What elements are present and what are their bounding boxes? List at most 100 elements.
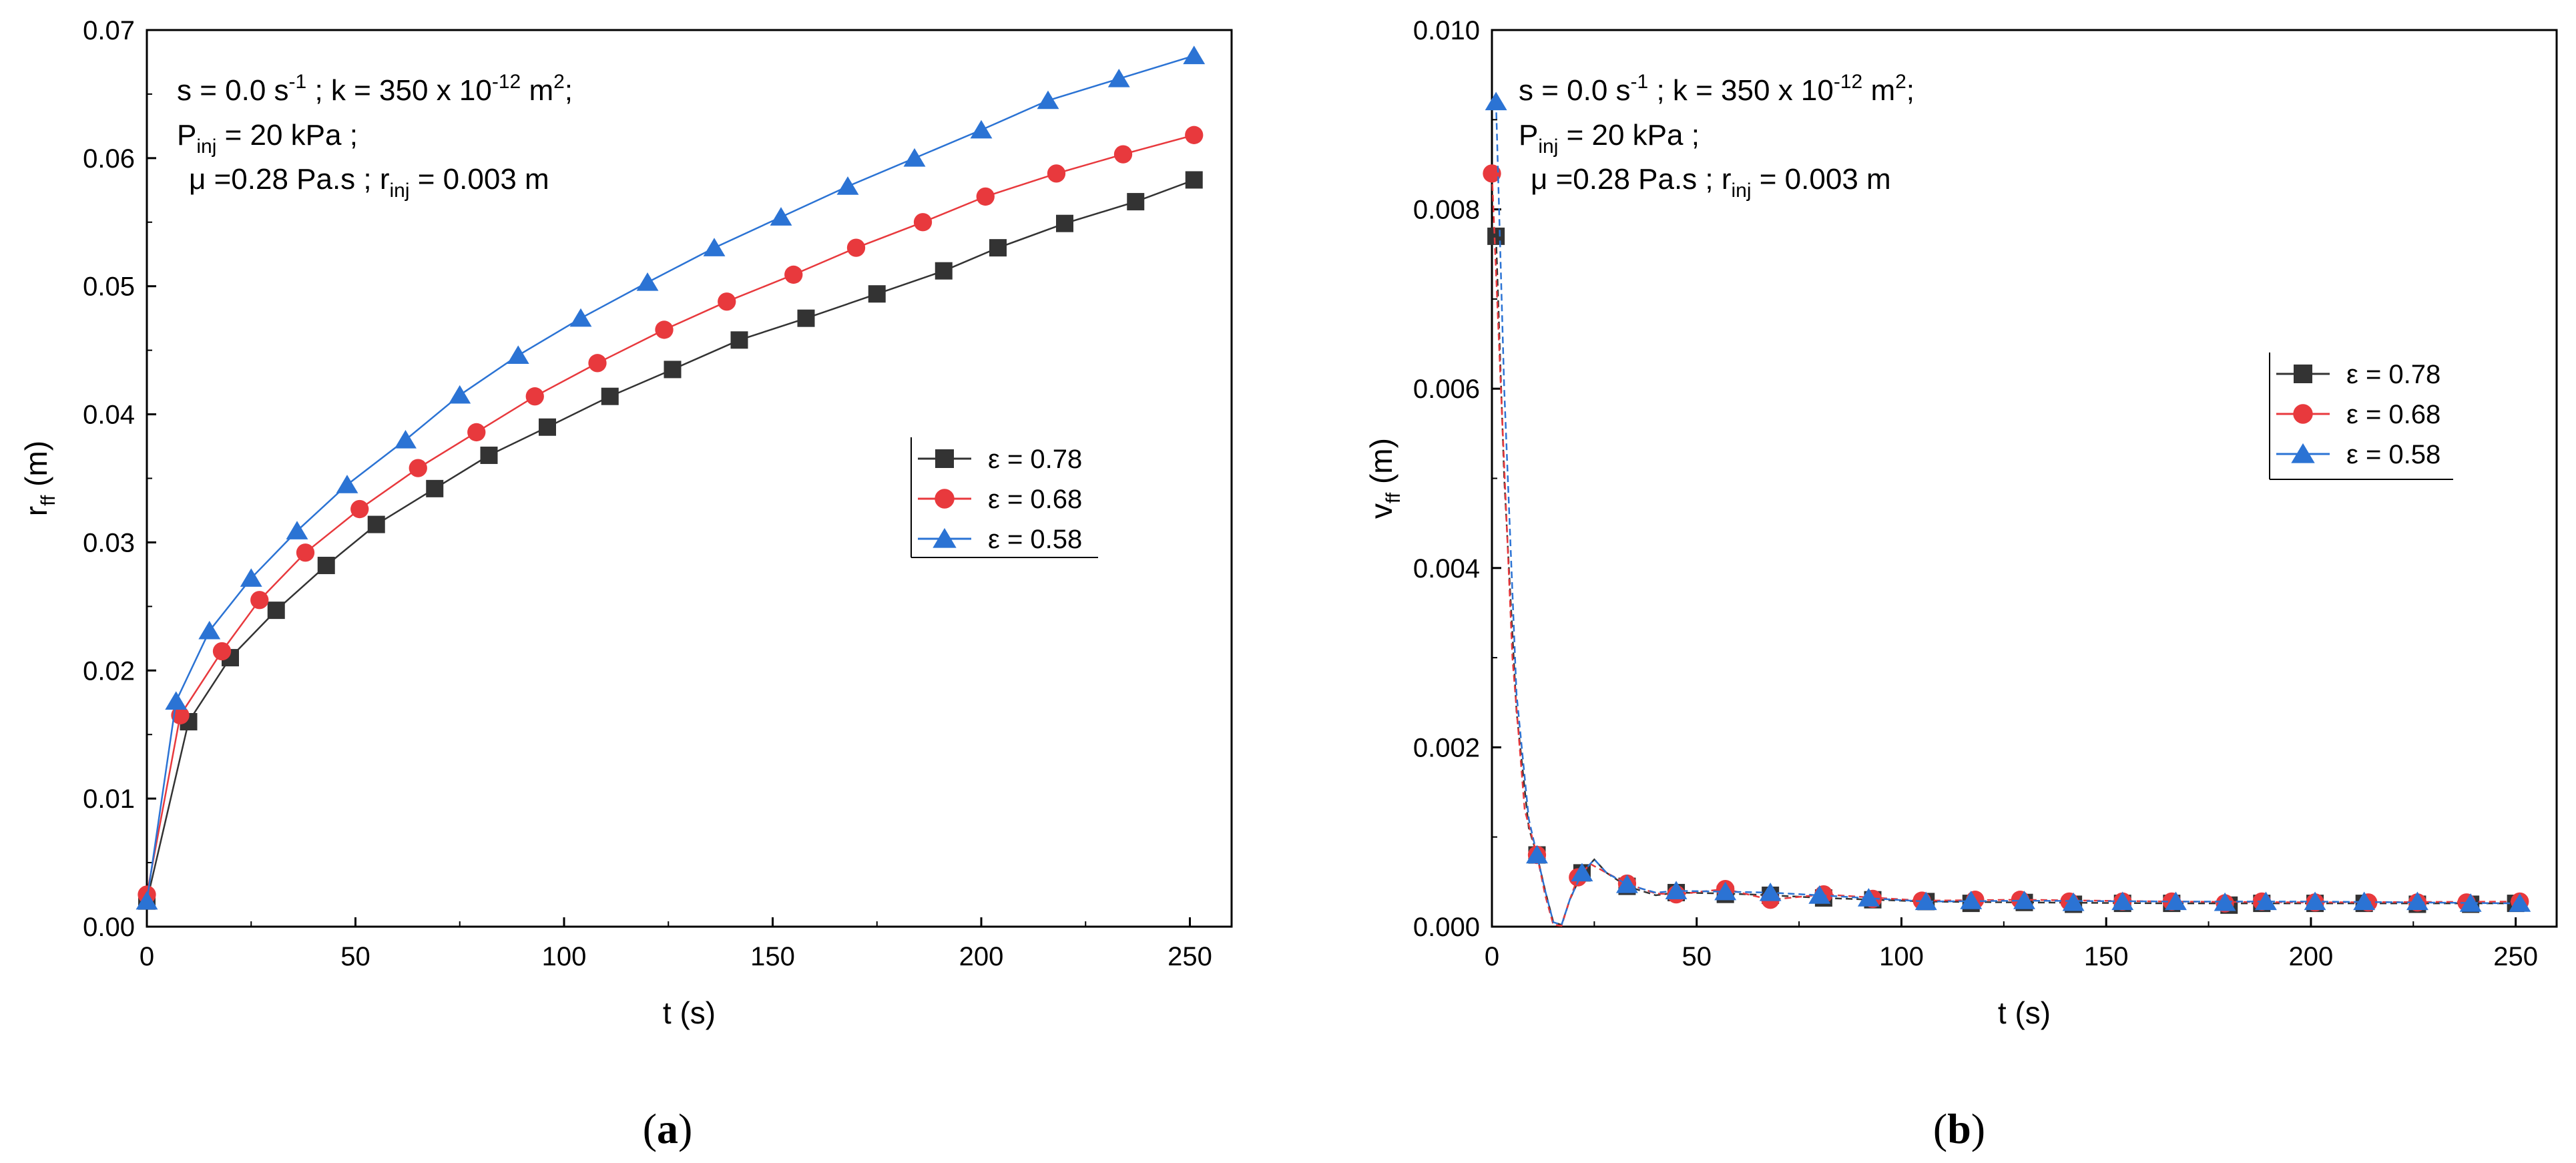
data-point: [395, 429, 417, 449]
x-tick-label: 250: [2493, 942, 2538, 971]
x-tick-label: 200: [959, 942, 1004, 971]
data-point: [846, 238, 866, 257]
y-tick-label: 0.06: [83, 144, 135, 174]
data-point: [730, 331, 748, 349]
y-tick-label: 0.07: [83, 16, 135, 45]
data-point: [1808, 885, 1831, 904]
data-point: [664, 361, 682, 379]
data-point: [976, 187, 995, 206]
subfigure-label: (a): [643, 1105, 693, 1152]
data-point: [989, 239, 1007, 257]
data-point: [1113, 145, 1133, 164]
y-tick-label: 0.05: [83, 272, 135, 302]
data-point: [507, 345, 529, 365]
legend: ε = 0.78 ε = 0.68 ε = 0.58: [2269, 353, 2453, 480]
legend-label: ε = 0.68: [988, 485, 1082, 514]
data-point: [336, 475, 358, 493]
series-2: [136, 45, 1206, 910]
y-tick-label: 0.02: [83, 656, 135, 686]
data-point: [2509, 893, 2531, 912]
series-1: [1483, 164, 2529, 927]
data-point: [1047, 164, 1066, 183]
y-axis-label: vff (m): [1364, 438, 1404, 519]
data-point: [2459, 893, 2482, 912]
annotation-line-2: Pinj = 20 kPa ;: [1519, 119, 1700, 158]
y-tick-label: 0.010: [1413, 16, 1480, 45]
data-point: [212, 642, 232, 661]
x-tick-label: 100: [1879, 942, 1924, 971]
annotation-line-3: μ =0.28 Pa.s ; rinj = 0.003 m: [1531, 163, 1891, 202]
data-point: [250, 591, 269, 610]
legend-marker: [935, 489, 955, 509]
data-point: [1185, 171, 1203, 189]
data-point: [467, 423, 486, 442]
data-point: [1487, 227, 1505, 245]
data-point: [784, 265, 803, 284]
data-point: [286, 521, 308, 539]
parameter-annotation: s = 0.0 s-1 ; k = 350 x 10-12 m2; Pinj = …: [1519, 71, 1914, 202]
data-point: [1483, 164, 1501, 183]
data-point: [240, 568, 262, 587]
legend-marker: [2294, 365, 2312, 383]
x-tick-label: 50: [1682, 942, 1712, 971]
annotation-line-1: s = 0.0 s-1 ; k = 350 x 10-12 m2;: [1519, 71, 1914, 107]
data-point: [2353, 891, 2376, 911]
data-point: [655, 320, 674, 339]
x-tick-label: 0: [140, 942, 154, 971]
data-point: [2165, 891, 2187, 911]
legend-label: ε = 0.78: [2346, 360, 2440, 389]
data-point: [1037, 90, 1059, 109]
data-point: [539, 418, 556, 436]
data-point: [1960, 891, 1983, 909]
series-0: [138, 171, 1203, 910]
series-line: [1495, 101, 2520, 926]
legend-marker: [935, 449, 954, 468]
x-tick-label: 150: [2084, 942, 2129, 971]
annotation-line-3: μ =0.28 Pa.s ; rinj = 0.003 m: [189, 163, 549, 202]
data-point: [2214, 892, 2236, 911]
x-axis-ticks: 0 50 100 150 200 250: [140, 917, 1212, 971]
y-tick-label: 0.04: [83, 401, 135, 430]
data-point: [2013, 891, 2035, 909]
data-point: [409, 459, 427, 477]
legend-marker: [2291, 443, 2315, 463]
data-point: [718, 292, 736, 311]
parameter-annotation: s = 0.0 s-1 ; k = 350 x 10-12 m2; Pinj = …: [177, 71, 573, 202]
legend-marker: [2293, 404, 2313, 424]
data-point: [267, 602, 285, 620]
data-point: [2062, 892, 2085, 911]
data-point: [913, 213, 933, 232]
data-point: [296, 543, 315, 562]
y-tick-label: 0.002: [1413, 733, 1480, 762]
x-tick-label: 150: [750, 942, 795, 971]
series-0: [1487, 227, 2525, 926]
data-point: [601, 387, 619, 405]
x-axis-ticks: 0 50 100 150 200 250: [1485, 917, 2538, 971]
data-point: [136, 891, 158, 910]
data-point: [903, 148, 926, 167]
data-point: [970, 120, 993, 139]
data-point: [703, 238, 726, 256]
x-axis-label: t (s): [1998, 995, 2051, 1030]
data-point: [1056, 214, 1073, 232]
data-point: [317, 556, 335, 574]
series-line: [146, 134, 1195, 895]
data-point: [1571, 863, 1593, 882]
series-line: [1491, 173, 2520, 927]
x-tick-label: 200: [2289, 942, 2334, 971]
data-point: [1185, 126, 1204, 144]
data-point: [1615, 874, 1638, 893]
y-tick-label: 0.00: [83, 913, 135, 942]
data-point: [1127, 193, 1145, 211]
data-point: [1485, 91, 1507, 111]
data-point: [770, 207, 792, 226]
data-point: [1857, 888, 1880, 907]
data-point: [868, 285, 886, 303]
series-1: [138, 126, 1204, 904]
y-tick-label: 0.008: [1413, 196, 1480, 225]
data-point: [1183, 45, 1206, 65]
data-point: [935, 262, 953, 280]
data-point: [426, 479, 444, 497]
data-point: [171, 706, 190, 725]
